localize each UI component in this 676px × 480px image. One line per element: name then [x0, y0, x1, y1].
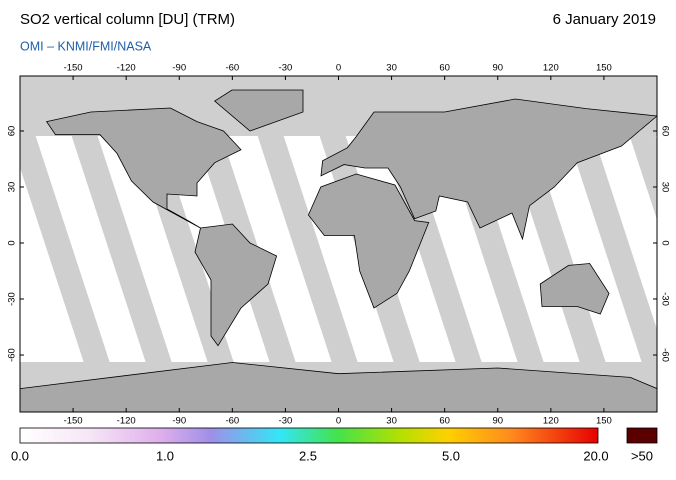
colorbar-label: 2.5	[299, 448, 317, 463]
lat-tick-label: -60	[7, 348, 18, 362]
lon-tick-label: -60	[225, 63, 239, 74]
lon-tick-label: 30	[386, 416, 397, 427]
swath	[238, 76, 374, 412]
title: SO2 vertical column [DU] (TRM)	[20, 11, 235, 28]
colorbar-label: 1.0	[156, 448, 174, 463]
lon-tick-label: -90	[172, 416, 186, 427]
lon-tick-label: 30	[386, 63, 397, 74]
lon-tick-label: 0	[336, 416, 341, 427]
lon-tick-label: 90	[492, 63, 503, 74]
colorbar-label: 5.0	[442, 448, 460, 463]
lat-tick-label: -60	[659, 348, 670, 362]
lon-tick-label: -120	[117, 416, 136, 427]
lon-tick-label: -90	[172, 63, 186, 74]
lon-tick-label: 0	[336, 63, 341, 74]
lat-tick-label: 60	[659, 126, 670, 137]
lon-tick-label: 60	[439, 416, 450, 427]
lon-tick-label: 150	[596, 416, 612, 427]
lon-tick-label: 150	[596, 63, 612, 74]
lat-tick-label: 60	[7, 126, 18, 137]
lat-tick-label: 30	[659, 182, 670, 193]
lon-tick-label: 120	[543, 63, 559, 74]
lon-tick-label: -150	[64, 416, 83, 427]
lat-tick-label: 0	[659, 240, 670, 245]
lon-tick-label: -60	[225, 416, 239, 427]
lon-tick-label: -30	[279, 63, 293, 74]
lon-tick-label: -120	[117, 63, 136, 74]
source: OMI – KNMI/FMI/NASA	[20, 39, 152, 53]
lon-tick-label: 90	[492, 416, 503, 427]
lon-tick-label: -150	[64, 63, 83, 74]
lat-tick-label: 30	[7, 182, 18, 193]
swath	[20, 88, 126, 412]
colorbar	[19, 427, 599, 444]
lat-tick-label: -30	[7, 292, 18, 306]
colorbar-label: 20.0	[583, 448, 608, 463]
lon-tick-label: 60	[439, 63, 450, 74]
colorbar-label: >50	[631, 448, 653, 463]
date: 6 January 2019	[553, 11, 656, 28]
colorbar-overflow	[626, 427, 658, 444]
map	[20, 76, 676, 412]
continents	[20, 89, 657, 412]
swath	[52, 76, 188, 412]
lon-tick-label: 120	[543, 416, 559, 427]
lon-tick-label: -30	[279, 416, 293, 427]
swath	[672, 76, 676, 412]
lat-tick-label: 0	[7, 240, 18, 245]
lat-tick-label: -30	[659, 292, 670, 306]
colorbar-label: 0.0	[11, 448, 29, 463]
